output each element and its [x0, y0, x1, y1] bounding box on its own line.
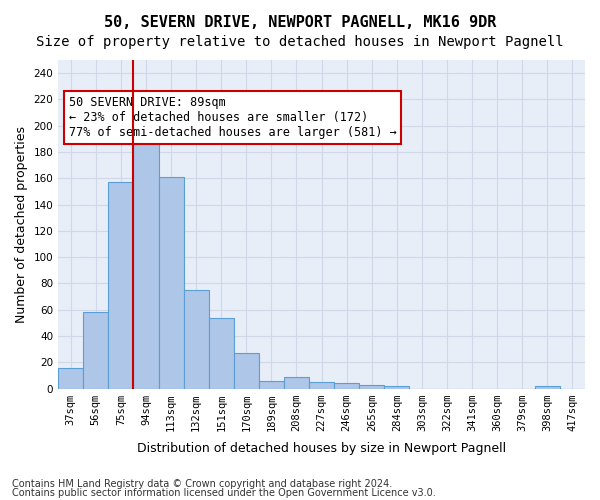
Text: Size of property relative to detached houses in Newport Pagnell: Size of property relative to detached ho…: [36, 35, 564, 49]
Bar: [259, 380, 284, 388]
Bar: [83, 312, 109, 388]
Text: Contains HM Land Registry data © Crown copyright and database right 2024.: Contains HM Land Registry data © Crown c…: [12, 479, 392, 489]
Bar: [58, 368, 83, 388]
Bar: [158, 177, 184, 388]
Bar: [309, 382, 334, 388]
Bar: [385, 386, 409, 388]
Bar: [359, 384, 385, 388]
Bar: [234, 353, 259, 388]
Bar: [133, 144, 158, 388]
Text: 50, SEVERN DRIVE, NEWPORT PAGNELL, MK16 9DR: 50, SEVERN DRIVE, NEWPORT PAGNELL, MK16 …: [104, 15, 496, 30]
Text: 50 SEVERN DRIVE: 89sqm
← 23% of detached houses are smaller (172)
77% of semi-de: 50 SEVERN DRIVE: 89sqm ← 23% of detached…: [69, 96, 397, 139]
Bar: [535, 386, 560, 388]
Bar: [109, 182, 133, 388]
X-axis label: Distribution of detached houses by size in Newport Pagnell: Distribution of detached houses by size …: [137, 442, 506, 455]
Bar: [184, 290, 209, 388]
Bar: [284, 376, 309, 388]
Y-axis label: Number of detached properties: Number of detached properties: [15, 126, 28, 323]
Bar: [209, 318, 234, 388]
Text: Contains public sector information licensed under the Open Government Licence v3: Contains public sector information licen…: [12, 488, 436, 498]
Bar: [334, 384, 359, 388]
